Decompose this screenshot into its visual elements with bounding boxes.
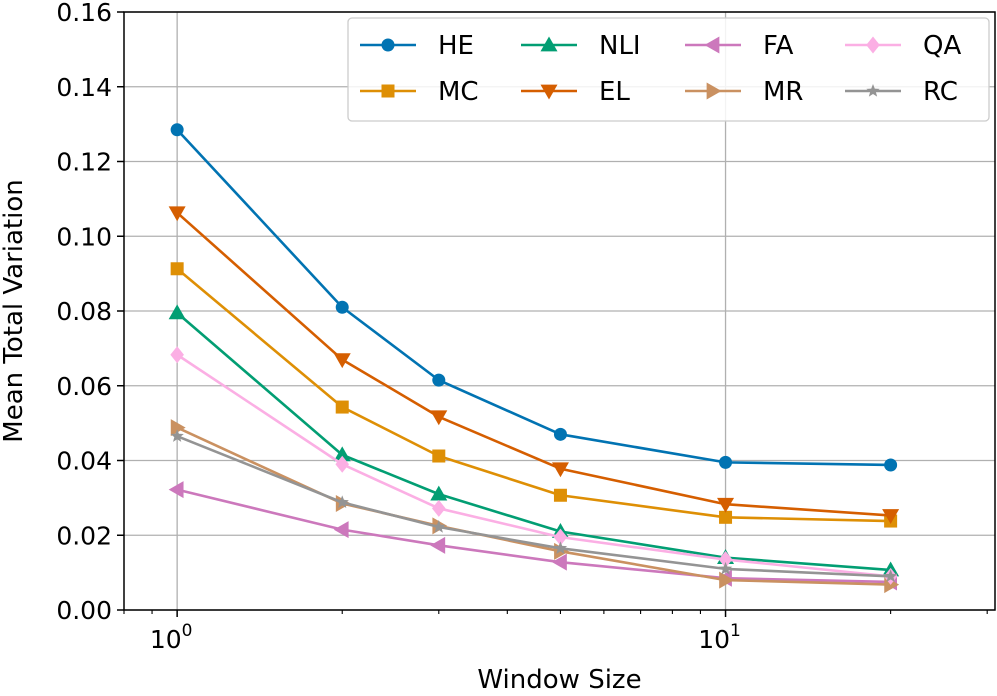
legend-label-rc: RC — [923, 77, 958, 107]
data-point-nli — [168, 304, 186, 320]
legend-entry-mr: MR — [685, 77, 804, 107]
y-tick-label: 0.16 — [56, 0, 112, 27]
y-axis-title: Mean Total Variation — [0, 179, 29, 442]
legend-marker-mc — [381, 84, 395, 98]
legend-marker-mr — [706, 82, 722, 100]
data-point-fa — [168, 481, 184, 499]
data-point-el — [551, 462, 569, 478]
series-rc — [170, 429, 898, 583]
data-point-mc — [553, 488, 567, 502]
legend-label-qa: QA — [923, 31, 961, 61]
y-tick-label: 0.00 — [56, 596, 112, 625]
data-point-el — [882, 509, 900, 524]
x-tick-label: 100 — [150, 621, 193, 654]
data-point-qa — [335, 455, 350, 473]
legend-entry-mc: MC — [360, 77, 479, 107]
legend-entry-qa: QA — [845, 31, 961, 61]
legend-label-mr: MR — [763, 77, 804, 107]
data-point-mc — [719, 510, 733, 524]
data-point-qa — [553, 528, 568, 546]
data-point-rc — [883, 569, 898, 583]
y-tick-label: 0.02 — [56, 521, 112, 550]
legend-entry-el: EL — [521, 77, 630, 107]
legend-label-el: EL — [599, 77, 630, 107]
data-point-he — [719, 455, 733, 469]
series-el — [168, 206, 900, 524]
data-point-fa — [430, 536, 446, 554]
y-tick-label: 0.14 — [56, 73, 112, 102]
data-point-el — [717, 497, 735, 513]
x-tick-base: 10 — [698, 625, 730, 654]
data-point-qa — [170, 346, 184, 364]
series-line-fa — [176, 488, 891, 584]
legend-box — [347, 17, 990, 122]
data-point-el — [168, 206, 186, 222]
legend-marker-el — [540, 84, 558, 100]
legend-entry-rc: RC — [845, 77, 958, 107]
data-point-he — [170, 123, 184, 137]
y-tick-label: 0.04 — [56, 447, 112, 476]
data-point-rc — [432, 520, 446, 533]
legend-marker-he — [381, 38, 395, 52]
series-line-nli — [176, 311, 891, 572]
y-tick-label: 0.06 — [56, 372, 112, 401]
series-layer — [168, 123, 900, 594]
series-line-el — [176, 211, 891, 517]
series-line-qa — [176, 353, 891, 578]
data-point-mr — [170, 419, 186, 437]
data-point-mc — [432, 449, 446, 463]
data-point-he — [432, 373, 446, 387]
legend-entry-he: HE — [360, 31, 474, 61]
x-axis-title: Window Size — [477, 665, 641, 695]
series-he — [170, 123, 898, 472]
data-point-fa — [551, 553, 567, 571]
x-tick-label: 101 — [698, 621, 741, 654]
series-line-rc — [176, 435, 891, 578]
legend: HE MC NLI EL FA MR QA RC — [347, 17, 990, 122]
data-point-nli — [333, 446, 351, 462]
series-line-he — [176, 128, 891, 467]
data-point-el — [430, 410, 448, 426]
legend-label-nli: NLI — [599, 31, 641, 61]
data-point-rc — [553, 541, 568, 554]
y-tick-label: 0.10 — [56, 222, 112, 251]
data-point-qa — [431, 499, 446, 517]
data-point-fa — [333, 521, 349, 539]
data-point-he — [884, 458, 898, 472]
data-point-rc — [335, 495, 349, 509]
data-point-rc — [170, 429, 184, 442]
data-point-mr — [719, 571, 735, 589]
legend-marker-rc — [866, 84, 880, 97]
x-tick-exponent: 1 — [730, 621, 741, 641]
x-tick-base: 10 — [150, 625, 182, 654]
data-point-rc — [718, 561, 733, 575]
y-tick-label: 0.12 — [56, 148, 112, 177]
series-qa — [170, 346, 898, 585]
data-point-el — [333, 353, 351, 369]
legend-marker-qa — [866, 36, 880, 54]
legend-label-mc: MC — [438, 77, 479, 107]
legend-marker-fa — [704, 36, 720, 54]
data-point-mc — [170, 262, 184, 276]
data-point-mc — [335, 400, 349, 414]
data-point-he — [553, 427, 567, 441]
legend-label-fa: FA — [763, 31, 794, 61]
legend-entry-nli: NLI — [521, 31, 641, 61]
legend-marker-nli — [540, 36, 558, 52]
data-point-he — [335, 300, 349, 314]
data-point-qa — [718, 551, 733, 569]
legend-entry-fa: FA — [685, 31, 794, 61]
legend-label-he: HE — [438, 31, 474, 61]
series-mc — [170, 262, 898, 528]
x-tick-exponent: 0 — [182, 621, 193, 641]
series-line-mc — [176, 267, 891, 523]
data-point-nli — [430, 485, 448, 501]
y-tick-label: 0.08 — [56, 297, 112, 326]
